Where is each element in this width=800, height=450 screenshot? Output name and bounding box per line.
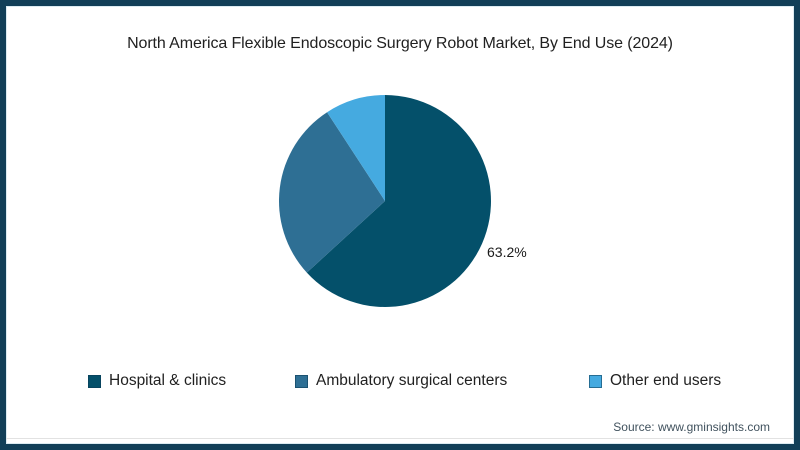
legend: Hospital & clinics Ambulatory surgical c… [6,371,794,391]
footer-divider [6,438,794,439]
pie-slice-1 [278,112,385,273]
legend-label-hospital-clinics: Hospital & clinics [109,372,227,389]
legend-item-other-end-users: Other end users [589,371,721,391]
chart-title: North America Flexible Endoscopic Surger… [127,35,673,52]
source-text: Source: www.gminsights.com [613,420,770,434]
legend-item-ambulatory-surgical-centers: Ambulatory surgical centers [295,371,507,391]
legend-swatch-hospital-clinics [88,374,101,388]
legend-swatch-ambulatory-surgical-centers [295,374,308,388]
legend-swatch-other-end-users [589,374,602,388]
pie-chart [278,95,491,307]
legend-label-other-end-users: Other end users [610,372,722,389]
pie-slice-data-label: 63.2% [487,244,527,260]
pie-slice-2 [327,95,385,201]
legend-label-ambulatory-surgical-centers: Ambulatory surgical centers [316,372,508,389]
legend-item-hospital-clinics: Hospital & clinics [88,371,226,391]
pie-slice-0 [306,95,491,307]
